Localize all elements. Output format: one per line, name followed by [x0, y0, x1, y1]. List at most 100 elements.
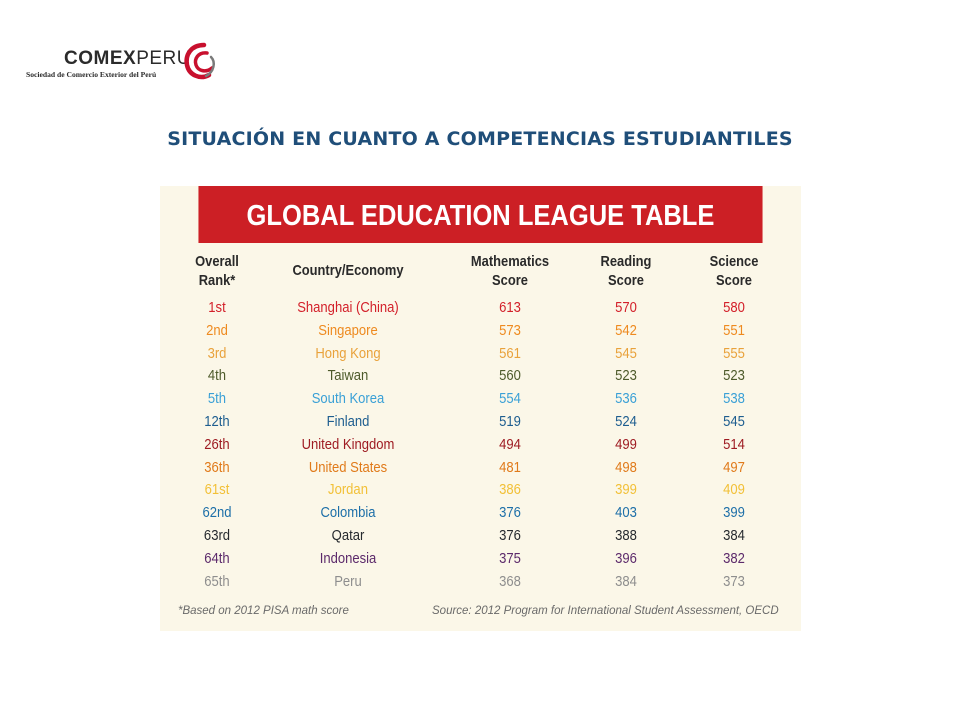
league-table: GLOBAL EDUCATION LEAGUE TABLE Overall Ra…	[160, 186, 801, 631]
footnote-basis: *Based on 2012 PISA math score	[178, 605, 349, 617]
table-row: 26th United Kingdom 494 499 514	[160, 434, 801, 457]
cell-reading: 523	[615, 368, 637, 385]
table-row: 36th United States 481 498 497	[160, 457, 801, 480]
footnote-source: Source: 2012 Program for International S…	[432, 605, 779, 617]
comexperu-swirl-icon	[184, 42, 215, 80]
header-rank-line1: Overall	[195, 253, 239, 270]
table-header-row: Overall Rank* Country/Economy Mathematic…	[160, 252, 801, 292]
cell-country: Taiwan	[327, 368, 369, 385]
cell-country: Qatar	[331, 527, 365, 544]
cell-math: 573	[499, 322, 521, 339]
cell-math: 481	[499, 459, 521, 476]
cell-reading: 388	[615, 527, 637, 544]
cell-science: 373	[723, 573, 745, 590]
cell-reading: 542	[615, 322, 637, 339]
cell-math: 613	[499, 300, 521, 316]
cell-country: Colombia	[320, 505, 376, 522]
cell-math: 375	[499, 550, 521, 567]
cell-science: 545	[723, 413, 745, 430]
cell-math: 368	[499, 573, 521, 590]
cell-country: Finland	[326, 413, 370, 430]
cell-math: 561	[499, 345, 521, 362]
table-row: 1st Shanghai (China) 613 570 580	[160, 297, 801, 320]
cell-country: Hong Kong	[315, 345, 381, 362]
cell-reading: 536	[615, 391, 637, 408]
slide-title: SITUACIÓN EN CUANTO A COMPETENCIAS ESTUD…	[167, 128, 793, 150]
table-row: 61st Jordan 386 399 409	[160, 479, 801, 502]
cell-math: 376	[499, 505, 521, 522]
table-row: 12th Finland 519 524 545	[160, 411, 801, 434]
header-science-line1: Science	[709, 253, 759, 270]
logo-wordmark: COMEXPERU	[64, 48, 191, 70]
cell-rank: 5th	[207, 391, 227, 408]
table-row: 62nd Colombia 376 403 399	[160, 502, 801, 525]
cell-math: 554	[499, 391, 521, 408]
cell-reading: 384	[615, 573, 637, 590]
table-row: 64th Indonesia 375 396 382	[160, 548, 801, 571]
cell-rank: 4th	[207, 368, 227, 385]
header-country: Country/Economy	[292, 262, 404, 279]
table-row: 3rd Hong Kong 561 545 555	[160, 343, 801, 366]
cell-rank: 62nd	[202, 505, 232, 522]
header-math: Mathematics Score	[458, 252, 561, 290]
header-science-line2: Score	[716, 272, 752, 289]
cell-reading: 403	[615, 505, 637, 522]
cell-rank: 12th	[204, 413, 230, 430]
cell-reading: 498	[615, 459, 637, 476]
table-row: 4th Taiwan 560 523 523	[160, 365, 801, 388]
cell-reading: 399	[615, 482, 637, 499]
table-row: 5th South Korea 554 536 538	[160, 388, 801, 411]
cell-country: Jordan	[328, 482, 368, 499]
cell-rank: 26th	[204, 436, 230, 453]
cell-science: 382	[723, 550, 745, 567]
header-math-line1: Mathematics	[470, 253, 550, 270]
cell-country: Singapore	[318, 322, 378, 339]
table-row: 2nd Singapore 573 542 551	[160, 320, 801, 343]
cell-science: 497	[723, 459, 745, 476]
cell-reading: 396	[615, 550, 637, 567]
cell-science: 538	[723, 391, 745, 408]
cell-science: 580	[723, 300, 745, 316]
header-reading: Reading Score	[587, 252, 664, 290]
cell-math: 376	[499, 527, 521, 544]
table-row: 63rd Qatar 376 388 384	[160, 525, 801, 548]
header-science: Science Score	[695, 252, 772, 290]
logo-subtitle: Sociedad de Comercio Exterior del Perú	[26, 70, 157, 79]
header-reading-line1: Reading	[600, 253, 652, 270]
cell-math: 560	[499, 368, 521, 385]
header-reading-line2: Score	[608, 272, 644, 289]
cell-rank: 3rd	[207, 345, 227, 362]
cell-reading: 570	[615, 300, 637, 316]
cell-reading: 524	[615, 413, 637, 430]
cell-rank: 64th	[204, 550, 230, 567]
cell-science: 399	[723, 505, 745, 522]
cell-reading: 499	[615, 436, 637, 453]
league-table-title: GLOBAL EDUCATION LEAGUE TABLE	[198, 186, 763, 243]
logo-word-bold: COMEX	[64, 48, 137, 69]
cell-rank: 1st	[208, 300, 226, 316]
header-rank: Overall Rank*	[187, 252, 247, 290]
table-body: 1st Shanghai (China) 613 570 580 2nd Singapore…	[160, 297, 801, 593]
cell-reading: 545	[615, 345, 637, 362]
cell-country: United States	[308, 459, 388, 476]
cell-math: 494	[499, 436, 521, 453]
comexperu-logo: COMEXPERU Sociedad de Comercio Exterior …	[26, 42, 226, 86]
cell-science: 551	[723, 322, 745, 339]
cell-rank: 65th	[204, 573, 230, 590]
cell-country: Peru	[334, 573, 362, 590]
cell-science: 409	[723, 482, 745, 499]
cell-science: 514	[723, 436, 745, 453]
logo-word-regular: PERU	[136, 48, 191, 69]
cell-country: Shanghai (China)	[297, 300, 399, 316]
header-math-line2: Score	[492, 272, 528, 289]
cell-rank: 61st	[204, 482, 230, 499]
header-rank-line2: Rank*	[198, 272, 236, 289]
cell-rank: 36th	[204, 459, 230, 476]
cell-math: 386	[499, 482, 521, 499]
cell-science: 384	[723, 527, 745, 544]
cell-country: United Kingdom	[301, 436, 395, 453]
cell-math: 519	[499, 413, 521, 430]
cell-country: Indonesia	[319, 550, 377, 567]
cell-science: 523	[723, 368, 745, 385]
table-row: 65th Peru 368 384 373	[160, 571, 801, 594]
